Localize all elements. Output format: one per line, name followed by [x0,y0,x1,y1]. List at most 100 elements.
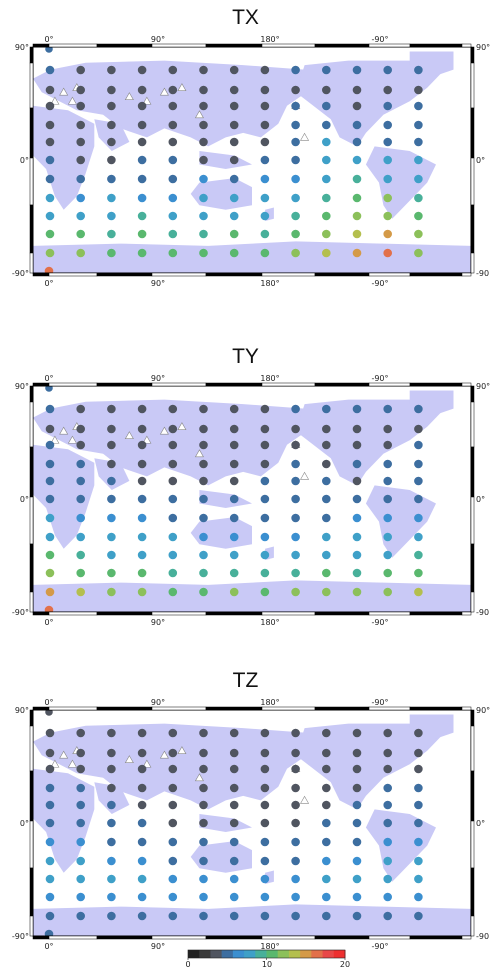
station-triangle [177,746,187,754]
data-point [291,85,300,95]
data-point [137,440,147,450]
data-point [260,550,270,560]
data-point [414,459,423,469]
data-point [168,476,178,486]
data-point [229,120,239,130]
lat-tick-right: -90 [476,269,489,278]
frame-tick-bar [96,43,153,48]
frame-tick-bar [470,496,475,545]
lon-tick-top: 180° [260,35,279,44]
datapoints-tz [44,708,423,939]
data-point [107,85,116,95]
data-point [137,494,147,504]
data-point [229,229,239,239]
data-point [137,174,147,184]
frame-tick-bar [29,46,34,64]
frame-tick-bar [461,382,472,387]
data-point [260,459,270,469]
lon-tick-bottom: -90° [371,942,388,951]
data-point [260,494,270,504]
frame-tick-bar [368,43,411,48]
frame-tick-bar [48,935,98,940]
data-point [352,568,362,578]
data-point [322,155,331,165]
frame-tick-bar [261,611,316,616]
frame-tick-bar [205,706,263,711]
data-point [107,174,116,184]
frame-tick-bar [470,62,475,109]
data-point [383,800,393,810]
data-point [383,85,393,95]
data-point [352,550,362,560]
data-point [137,248,147,258]
frame-tick-bar [261,43,316,48]
frame-tick-bar [29,252,34,274]
data-point [291,800,300,810]
data-point [137,229,147,239]
data-point [76,856,85,866]
land-shape [295,399,445,486]
lat-tick-right: -90 [476,608,489,617]
data-point [260,85,270,95]
data-point [107,459,116,469]
lat-tick-left: 90° [15,382,29,391]
data-point [383,229,393,239]
data-point [229,211,239,221]
frame-tick-bar [368,611,411,616]
data-point [137,587,147,597]
data-point [383,155,393,165]
data-point [76,424,85,434]
data-point [260,568,270,578]
data-point [137,101,147,111]
data-point [291,248,300,258]
data-point [229,513,239,523]
data-point [383,424,393,434]
data-point [383,783,393,793]
data-point [414,85,423,95]
frame-tick-bar [470,204,475,254]
frame-tick-bar [205,935,263,940]
frame-tick-bar [409,43,463,48]
data-point [45,874,55,884]
colorbar-segment [244,950,256,958]
data-point [76,101,85,111]
data-point [291,101,300,111]
data-point [260,174,270,184]
data-point [229,728,239,738]
data-point [414,248,423,258]
data-point [229,532,239,542]
data-point [383,193,393,203]
data-point [199,532,208,542]
data-point [137,911,147,921]
data-point [291,856,300,866]
data-point [199,211,208,221]
data-point [76,248,85,258]
data-point [168,65,178,75]
data-point [76,137,85,147]
frame-tick-bar [368,935,411,940]
frame-tick-bar [368,382,411,387]
data-point [199,155,208,165]
data-point [76,229,85,239]
data-point [137,459,147,469]
lat-tick-left: 90° [15,706,29,715]
data-point [291,764,300,774]
frame-tick-bar [461,706,472,711]
data-point [45,155,55,165]
data-point [45,550,55,560]
data-point [76,476,85,486]
data-point [45,764,55,774]
data-point [383,874,393,884]
data-point [260,587,270,597]
data-point [414,229,423,239]
data-point [352,892,362,902]
frame-tick-bar [205,43,263,48]
data-point [199,550,208,560]
data-point [199,892,208,902]
data-point [229,459,239,469]
land-shape [94,119,130,151]
data-point [322,101,331,111]
data-point [352,440,362,450]
data-point [260,137,270,147]
station-triangle [142,96,152,105]
